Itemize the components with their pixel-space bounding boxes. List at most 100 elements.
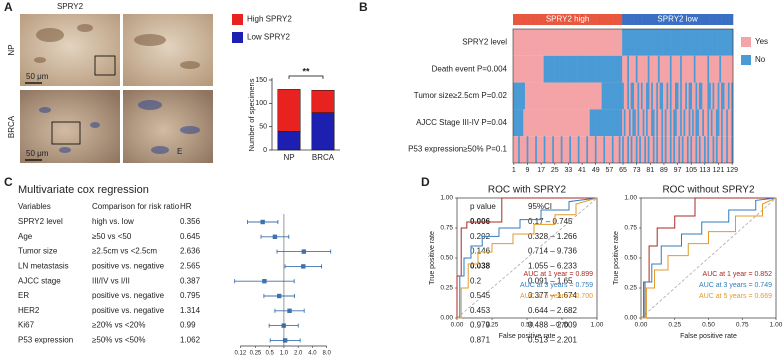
legend-swatch <box>741 37 751 47</box>
cell <box>596 136 599 163</box>
cell <box>661 55 664 83</box>
cell <box>593 82 596 110</box>
cell <box>541 55 544 83</box>
column-header: 95%CI <box>528 202 552 211</box>
cell <box>524 55 527 83</box>
cell <box>552 136 555 163</box>
x-tick-label: 1 <box>512 167 516 174</box>
cell <box>519 136 522 163</box>
cell <box>652 82 655 110</box>
cell <box>686 29 689 56</box>
cell <box>698 109 701 137</box>
cell <box>613 29 616 56</box>
cell <box>516 29 519 56</box>
cell <box>559 55 562 83</box>
cell <box>596 29 599 56</box>
cell <box>652 55 655 83</box>
group-cell <box>688 14 691 25</box>
cell <box>530 136 533 163</box>
cell <box>599 109 602 137</box>
cell <box>705 55 708 83</box>
cell <box>617 109 620 137</box>
y-axis-label: Number of specimens <box>247 78 256 151</box>
cell <box>603 55 606 83</box>
group-label: SPRY2 low <box>657 15 698 24</box>
cell <box>524 109 527 137</box>
x-tick-label: 121 <box>713 167 725 174</box>
legend-swatch <box>232 14 243 25</box>
x-tick-label: NP <box>283 153 294 162</box>
cell <box>586 29 589 56</box>
cell <box>548 136 551 163</box>
variable: LN metastasis <box>18 262 69 271</box>
cell <box>547 55 550 83</box>
cell <box>702 82 705 110</box>
cell <box>707 136 710 163</box>
cell <box>565 136 568 163</box>
bar-segment <box>311 90 335 113</box>
cell <box>644 109 647 137</box>
cell <box>553 55 556 83</box>
cell <box>634 29 637 56</box>
cell <box>721 109 724 137</box>
cell <box>635 136 638 163</box>
cell <box>613 109 616 137</box>
y-tick-label: 0 <box>263 147 267 154</box>
cell <box>700 82 703 110</box>
roc-curve <box>456 197 597 318</box>
cell <box>688 55 691 83</box>
cell <box>721 55 724 83</box>
group-cell <box>591 14 594 25</box>
group-cell <box>622 14 625 25</box>
cell <box>635 109 638 137</box>
cell <box>530 82 533 110</box>
ci: 0.17 – 0.745 <box>528 217 573 226</box>
cell <box>540 55 543 83</box>
row-label: NP <box>7 44 16 55</box>
column-header: p value <box>470 202 496 211</box>
cell <box>574 82 577 110</box>
cell <box>521 55 524 83</box>
group-cell <box>681 14 684 25</box>
hr: 0.795 <box>180 291 201 300</box>
cell <box>688 109 691 137</box>
cell <box>536 55 539 83</box>
cell <box>620 55 623 83</box>
group-cell <box>613 14 616 25</box>
cell <box>581 55 584 83</box>
cell <box>669 82 672 110</box>
cell <box>572 29 575 56</box>
chart-title: ROC without SPRY2 <box>662 185 755 196</box>
cell <box>721 29 724 56</box>
cell <box>593 109 596 137</box>
cell <box>651 82 654 110</box>
legend-swatch <box>741 55 751 65</box>
cell <box>630 136 633 163</box>
cell <box>516 109 519 137</box>
cell <box>627 109 630 137</box>
comparison: ≥50 vs <50 <box>92 232 132 241</box>
cell <box>669 109 672 137</box>
cell <box>649 55 652 83</box>
cell <box>642 82 645 110</box>
cell <box>577 136 580 163</box>
x-tick-label: 17 <box>537 167 545 174</box>
cell <box>518 55 521 83</box>
cell <box>569 29 572 56</box>
cell <box>605 136 608 163</box>
cell <box>560 109 563 137</box>
cell <box>637 136 640 163</box>
cell <box>635 29 638 56</box>
cell <box>536 109 539 137</box>
group-cell <box>598 14 601 25</box>
cell <box>657 29 660 56</box>
cell <box>555 109 558 137</box>
cell <box>526 82 529 110</box>
cell <box>669 136 672 163</box>
group-cell <box>535 14 538 25</box>
cell <box>584 55 587 83</box>
cell <box>627 136 630 163</box>
group-cell <box>668 14 671 25</box>
cell <box>719 136 722 163</box>
cell <box>715 109 718 137</box>
